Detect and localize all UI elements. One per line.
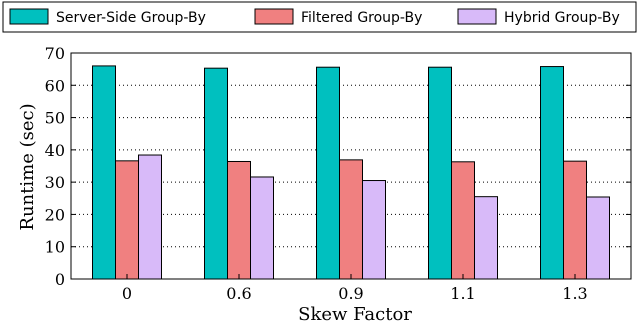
y-tick-label: 60 [45,76,65,95]
y-tick-label: 30 [45,173,65,192]
bar [92,65,116,280]
legend: Server-Side Group-By Filtered Group-By H… [2,1,637,33]
legend-label: Hybrid Group-By [504,10,620,26]
legend-swatch [254,8,294,25]
bar [138,154,162,280]
legend-swatch [9,8,49,25]
plot-frame [70,52,632,280]
bar [316,66,340,280]
x-axis-label: Skew Factor [298,304,412,325]
y-axis-ticks: 0 10 20 30 40 50 60 70 [45,44,631,289]
y-tick-label: 70 [45,44,65,63]
bar [115,160,139,280]
bar [250,176,274,280]
bar [204,67,228,280]
bar [540,66,564,280]
y-tick-label: 10 [45,238,65,257]
x-tick-label: 0 [122,284,132,303]
x-tick-label: 1.1 [450,284,475,303]
x-tick-label: 1.3 [562,284,587,303]
bar [227,160,251,280]
legend-swatch [457,8,497,25]
x-axis-ticks: 0 0.6 0.9 1.1 1.3 [122,274,588,303]
legend-label: Server-Side Group-By [56,10,206,26]
legend-frame [2,1,637,33]
bar [586,196,610,280]
y-tick-label: 20 [45,205,65,224]
legend-item-filtered: Filtered Group-By [254,8,422,26]
bar [339,159,363,280]
bars [92,65,610,280]
x-tick-label: 0.9 [338,284,363,303]
bar [451,161,475,280]
x-tick-label: 0.6 [226,284,251,303]
legend-item-server-side: Server-Side Group-By [9,8,206,26]
y-tick-label: 40 [45,141,65,160]
y-tick-label: 50 [45,109,65,128]
bar [362,180,386,280]
bar [428,66,452,280]
bar [474,196,498,280]
legend-label: Filtered Group-By [301,10,422,26]
y-tick-label: 0 [55,270,65,289]
bar [563,160,587,280]
legend-item-hybrid: Hybrid Group-By [457,8,620,26]
y-axis-label: Runtime (sec) [17,103,38,230]
